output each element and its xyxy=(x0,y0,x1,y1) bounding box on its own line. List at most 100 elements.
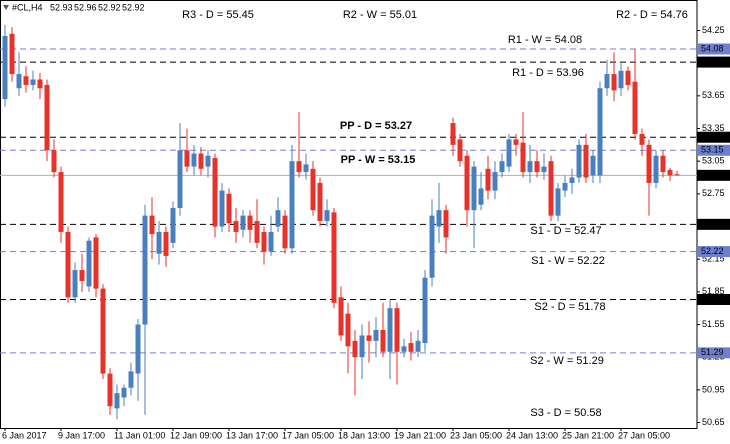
candle-body xyxy=(632,81,638,134)
level-label: S3 - D = 50.58 xyxy=(530,407,601,419)
candle-body xyxy=(93,237,99,289)
candle-body xyxy=(639,133,645,145)
candle-body xyxy=(660,155,666,173)
level-box xyxy=(697,347,730,359)
x-tick-label: 11 Jan 01:00 xyxy=(114,430,165,440)
candle-body xyxy=(226,193,232,224)
candle-body xyxy=(492,172,498,191)
level-box xyxy=(697,56,730,68)
y-tick-label: 51.55 xyxy=(702,319,725,329)
candle-body xyxy=(345,313,351,347)
candle-body xyxy=(254,221,260,243)
candle-body xyxy=(485,168,491,191)
y-tick-label: 52.75 xyxy=(702,188,725,198)
x-tick-label: 19 Jan 21:00 xyxy=(394,430,446,440)
candle-body xyxy=(198,153,204,169)
level-box xyxy=(697,131,730,143)
candle-body xyxy=(646,144,652,183)
candle-body xyxy=(268,231,274,252)
candle-body xyxy=(37,79,43,89)
symbol-icon xyxy=(3,5,9,10)
candle-body xyxy=(233,221,239,232)
candle-body xyxy=(415,340,421,352)
candle-body xyxy=(604,74,610,89)
candle-body xyxy=(464,155,470,211)
candle-body xyxy=(100,288,106,374)
y-tick-label: 51.85 xyxy=(702,286,725,296)
candle-body xyxy=(513,139,519,145)
x-tick-label: 6 Jan 2017 xyxy=(2,430,47,440)
candle-body xyxy=(107,373,113,407)
candle-body xyxy=(282,215,288,249)
header-high: 52.96 xyxy=(74,2,97,12)
y-tick-label: 54.25 xyxy=(702,25,725,35)
candle-body xyxy=(142,215,148,325)
candle-body xyxy=(44,84,50,151)
y-tick-label: 53.05 xyxy=(702,156,725,166)
candle-body xyxy=(499,161,505,173)
candle-body xyxy=(429,215,435,278)
candle-body xyxy=(394,308,400,352)
candle-body xyxy=(359,335,365,358)
level-label: S1 - D = 52.47 xyxy=(530,225,601,237)
level-label: R3 - D = 55.45 xyxy=(182,9,254,21)
header-low: 52.92 xyxy=(98,2,121,12)
candle-body xyxy=(443,210,449,238)
candle-body xyxy=(667,169,673,176)
y-tick-label: 52.15 xyxy=(702,254,725,264)
level-label: S2 - D = 51.78 xyxy=(534,301,605,313)
candle-body xyxy=(72,270,78,298)
candle-body xyxy=(387,308,393,352)
level-box-label: 53.15 xyxy=(701,145,724,155)
symbol: #CL,H4 xyxy=(12,2,43,12)
level-label: R1 - D = 53.96 xyxy=(512,67,584,79)
level-box-label: 52.47 xyxy=(701,219,724,229)
candle-body xyxy=(121,387,127,398)
candle-body xyxy=(506,139,512,167)
candle-body xyxy=(317,182,323,222)
level-box xyxy=(697,43,730,55)
candle-body xyxy=(422,277,428,344)
candle-body xyxy=(527,161,533,173)
candle-body xyxy=(23,76,29,85)
candle-body xyxy=(625,70,631,85)
x-tick-label: 18 Jan 13:00 xyxy=(338,430,390,440)
level-label: R2 - D = 54.76 xyxy=(616,9,688,21)
candle-body xyxy=(289,161,295,249)
y-tick-label: 50.65 xyxy=(702,417,725,427)
x-tick-label: 9 Jan 17:00 xyxy=(58,430,105,440)
candle-body xyxy=(457,139,463,162)
candle-body xyxy=(352,340,358,358)
candle-body xyxy=(9,33,15,75)
candle-body xyxy=(51,150,57,173)
candle-body xyxy=(583,144,589,178)
candle-body xyxy=(65,231,71,298)
candle-body xyxy=(205,155,211,167)
y-tick-label: 53.35 xyxy=(702,123,725,133)
candle-body xyxy=(135,324,141,374)
candle-body xyxy=(618,70,624,89)
level-box-label: 54.08 xyxy=(701,43,724,53)
x-tick-label: 13 Jan 17:00 xyxy=(226,430,278,440)
candle-body xyxy=(534,161,540,173)
plot-frame xyxy=(0,0,698,429)
candle-body xyxy=(30,79,36,85)
x-tick-label: 24 Jan 13:00 xyxy=(506,430,558,440)
candle-body xyxy=(128,371,134,388)
candle-body xyxy=(541,166,547,173)
candle-body xyxy=(611,74,617,91)
candle-body xyxy=(408,343,414,352)
candle-body xyxy=(380,329,386,352)
level-box-label: 52.22 xyxy=(701,246,724,256)
price-box-label: 52.92 xyxy=(701,170,724,180)
candle-body xyxy=(184,150,190,167)
candle-body xyxy=(303,164,309,173)
x-tick-label: 12 Jan 09:00 xyxy=(170,430,222,440)
x-tick-label: 27 Jan 05:00 xyxy=(618,430,670,440)
candle-body xyxy=(674,174,680,176)
candle-body xyxy=(240,215,246,230)
candle-body xyxy=(555,188,561,216)
candle-body xyxy=(520,142,526,173)
